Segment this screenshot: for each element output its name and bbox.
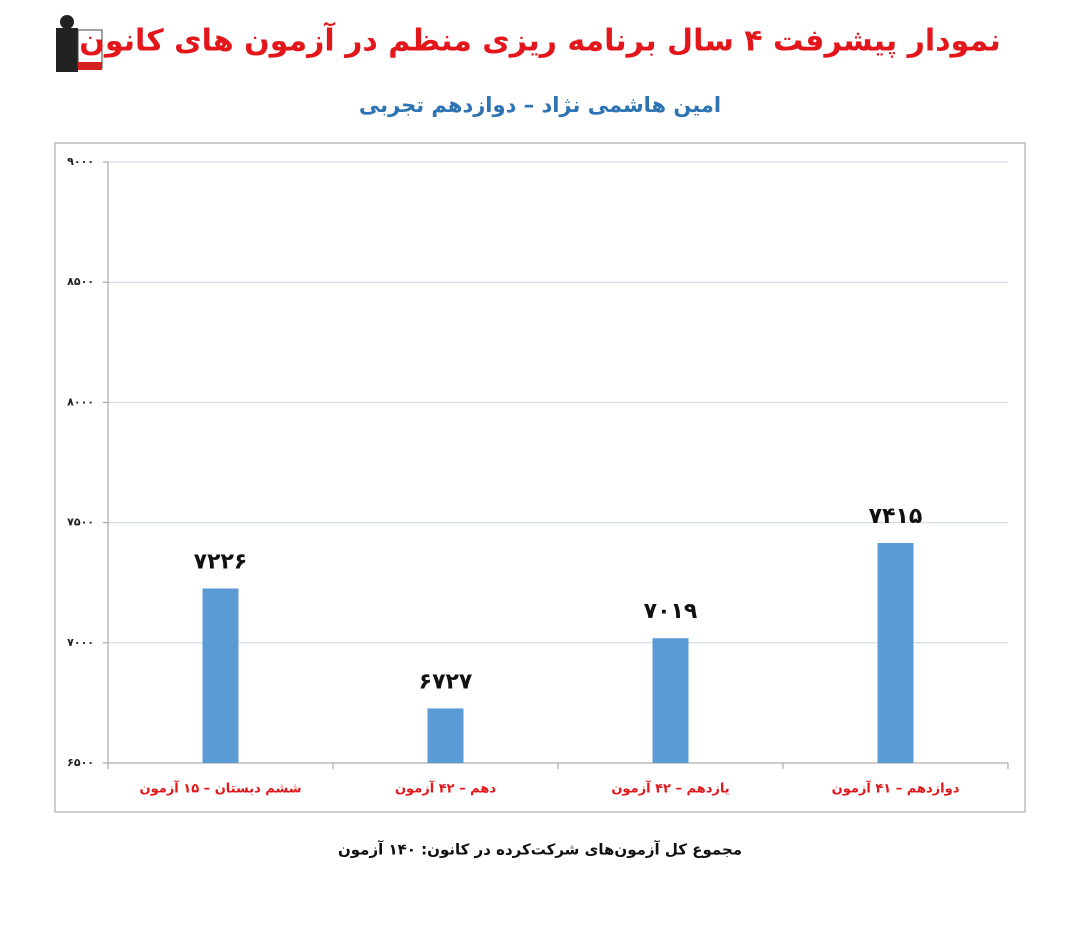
footnote: مجموع کل آزمون‌های شرکت‌کرده در کانون: ۱… [338, 841, 742, 859]
y-tick-label: ۸۵۰۰ [67, 275, 94, 288]
value-label: ۷۲۲۶ [194, 549, 248, 574]
x-tick-label: یازدهم – ۴۲ آزمون [611, 780, 729, 797]
chart-subtitle: امین هاشمی نژاد – دوازدهم تجربی [359, 93, 721, 117]
bar [202, 588, 239, 763]
value-label: ۶۷۲۷ [419, 669, 473, 694]
bar [877, 543, 914, 763]
value-label: ۷۴۱۵ [869, 504, 923, 529]
chart-frame [54, 142, 1026, 813]
value-label: ۷۰۱۹ [644, 599, 698, 624]
chart-title: نمودار پیشرفت ۴ سال برنامه ریزی منظم در … [79, 22, 1000, 59]
y-tick-label: ۶۵۰۰ [67, 756, 94, 769]
bar [427, 708, 464, 763]
bar [652, 638, 689, 763]
logo [56, 15, 103, 72]
y-tick-label: ۷۵۰۰ [67, 516, 94, 529]
x-tick-label: دهم – ۴۲ آزمون [395, 780, 496, 797]
y-tick-label: ۷۰۰۰ [67, 636, 94, 649]
x-tick-label: دوازدهم – ۴۱ آزمون [832, 780, 960, 797]
y-tick-label: ۹۰۰۰ [67, 155, 94, 168]
y-tick-label: ۸۰۰۰ [67, 395, 94, 408]
x-tick-label: ششم دبستان – ۱۵ آزمون [140, 780, 302, 797]
